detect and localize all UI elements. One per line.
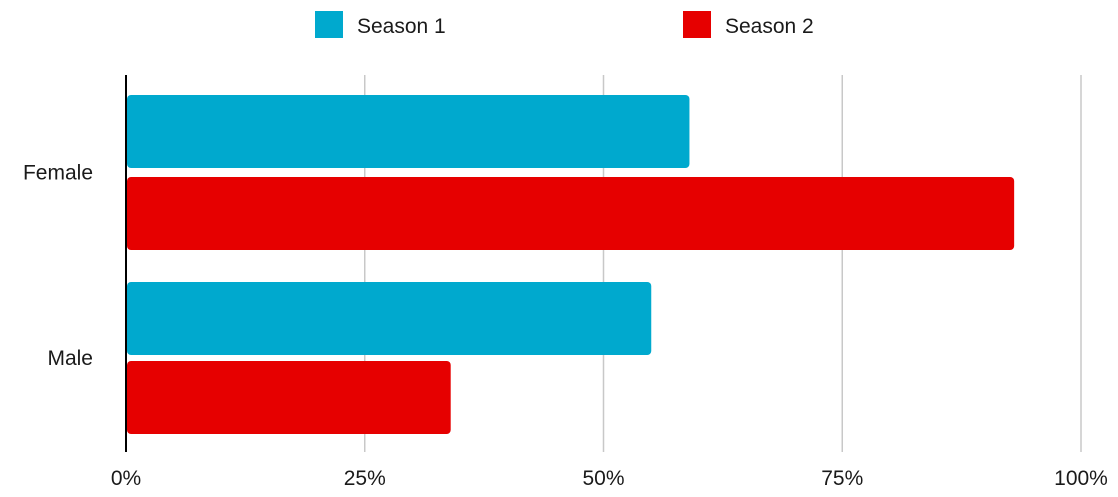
bar-female-season-1 <box>127 95 690 168</box>
x-tick-label: 25% <box>344 467 386 490</box>
legend: Season 1 Season 2 <box>315 11 814 38</box>
x-tick-label: 50% <box>582 467 624 490</box>
legend-item-season-2[interactable]: Season 2 <box>683 11 814 38</box>
x-tick-label: 100% <box>1054 467 1108 490</box>
category-labels: Female Male <box>23 162 93 371</box>
x-tick-labels: 0% 25% 50% 75% 100% <box>111 467 1108 490</box>
bars <box>127 95 1015 434</box>
x-tick-label: 0% <box>111 467 141 490</box>
legend-swatch <box>683 11 711 38</box>
bar-male-season-2 <box>127 361 451 434</box>
legend-label: Season 1 <box>357 15 446 38</box>
x-tick-label: 75% <box>821 467 863 490</box>
bar-female-season-2 <box>127 177 1015 250</box>
legend-item-season-1[interactable]: Season 1 <box>315 11 446 38</box>
legend-swatch <box>315 11 343 38</box>
category-label-female: Female <box>23 162 93 185</box>
bar-male-season-1 <box>127 282 652 355</box>
category-label-male: Male <box>47 347 93 370</box>
legend-label: Season 2 <box>725 15 814 38</box>
